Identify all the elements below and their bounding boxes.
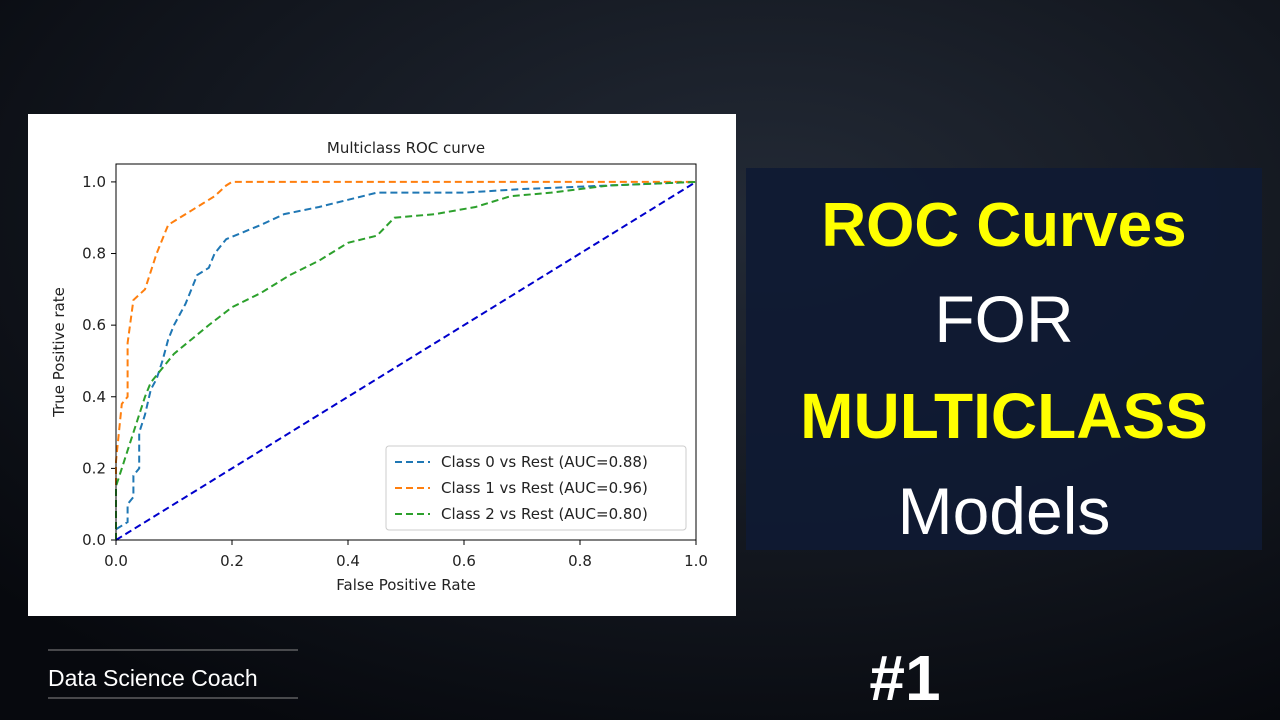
legend-label: Class 1 vs Rest (AUC=0.96): [441, 479, 648, 497]
x-tick-label: 0.4: [336, 552, 360, 570]
headline-line: ROC Curves: [821, 191, 1186, 260]
roc-curve: [115, 180, 697, 540]
roc-curve: [115, 180, 696, 540]
roc-curve: [115, 180, 697, 540]
y-axis-label: True Positive rate: [50, 287, 68, 418]
x-tick-label: 1.0: [684, 552, 708, 570]
y-tick-label: 1.0: [82, 173, 106, 191]
y-tick-label: 0.6: [82, 316, 106, 334]
y-tick-label: 0.0: [82, 531, 106, 549]
chart-panel: [28, 114, 736, 616]
x-tick-label: 0.8: [568, 552, 592, 570]
plot: 0.0 0.2 0.4 0.6 0.8 1.0 0.0 0.2 0.4 0.6 0.8 1.0: [82, 163, 708, 570]
y-tick-label: 0.2: [82, 459, 106, 477]
headline: ROC Curves FOR MULTICLASS Models: [800, 191, 1208, 548]
x-tick-label: 0.0: [104, 552, 128, 570]
headline-line: FOR: [934, 282, 1073, 356]
y-tick-label: 0.8: [82, 245, 106, 263]
headline-line: Models: [898, 474, 1111, 548]
x-tick-label: 0.6: [452, 552, 476, 570]
chance-line: [115, 181, 697, 541]
legend-label: Class 0 vs Rest (AUC=0.88): [441, 453, 648, 471]
headline-panel: [746, 168, 1262, 550]
headline-line: MULTICLASS: [800, 380, 1208, 452]
y-tick-label: 0.4: [82, 388, 106, 406]
legend-box: [385, 445, 687, 531]
x-axis-label: False Positive Rate: [336, 576, 475, 594]
plot-frame: [115, 163, 697, 541]
chart-title: Multiclass ROC curve: [327, 139, 485, 157]
legend-label: Class 2 vs Rest (AUC=0.80): [441, 505, 648, 523]
legend: Class 0 vs Rest (AUC=0.88) Class 1 vs Res…: [385, 445, 687, 531]
x-tick-label: 0.2: [220, 552, 244, 570]
episode-number: #1: [869, 642, 940, 714]
channel-name: Data Science Coach: [48, 665, 258, 691]
